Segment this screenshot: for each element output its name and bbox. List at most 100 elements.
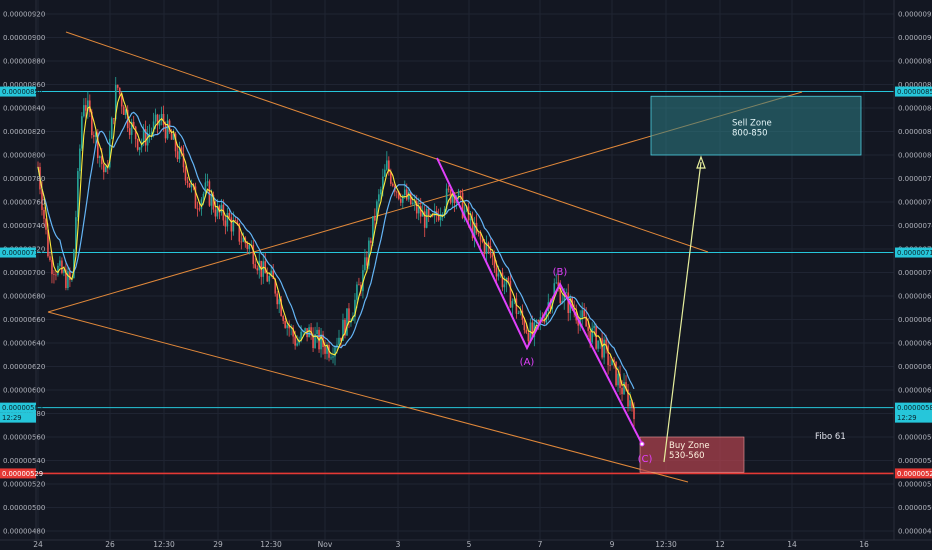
candle-body xyxy=(93,135,95,137)
y-tick-label-right: 0.00000680 xyxy=(898,293,932,301)
sell-zone-title: Sell Zone xyxy=(732,118,772,128)
candle-body xyxy=(603,339,605,358)
candle-body xyxy=(597,340,599,349)
candle-body xyxy=(122,106,125,115)
candle-body xyxy=(87,100,89,111)
candle-body xyxy=(403,189,406,196)
x-tick-label: 12 xyxy=(715,540,725,549)
candle-body xyxy=(81,116,83,149)
candle-body xyxy=(437,215,440,221)
candle-body xyxy=(270,270,273,277)
y-tick-label-right: 0.00000760 xyxy=(898,199,932,207)
x-tick-label: 7 xyxy=(538,540,543,549)
x-tick-label: 16 xyxy=(859,540,869,549)
projection-arrow-head xyxy=(696,155,706,169)
candle-body xyxy=(633,407,635,420)
price-marker-right-label: 0.00000529 xyxy=(897,470,932,478)
candle-body xyxy=(166,120,169,139)
ma-slow-line xyxy=(37,111,635,390)
candle-body xyxy=(565,292,568,294)
y-tick-label-left: 0.00000480 xyxy=(3,528,45,536)
candle-body xyxy=(342,319,344,341)
candle-body xyxy=(206,181,209,183)
y-tick-label-left: 0.00000540 xyxy=(3,457,45,465)
candle-body xyxy=(415,201,418,214)
candle-body xyxy=(527,332,530,342)
candle-body xyxy=(509,280,512,308)
candle-body xyxy=(49,256,51,261)
candle-body xyxy=(294,336,296,346)
candle-body xyxy=(284,320,286,328)
price-marker-left xyxy=(0,247,36,258)
buy-zone-range: 530-560 xyxy=(669,451,705,461)
y-tick-label-right: 0.00000780 xyxy=(898,175,932,183)
candle-body xyxy=(553,283,556,298)
candle-body xyxy=(473,222,476,239)
wave-path xyxy=(436,157,643,445)
candle-body xyxy=(248,244,251,249)
candle-body xyxy=(384,169,386,177)
price-marker-right-time: 12:29 xyxy=(897,414,917,422)
candle-body xyxy=(146,134,149,146)
candle-body xyxy=(457,190,460,199)
grid xyxy=(36,0,894,540)
candle-body xyxy=(607,345,609,366)
candle-body xyxy=(124,109,127,115)
candle-body xyxy=(517,313,520,314)
candle-body xyxy=(567,292,570,313)
price-marker-left-label: 0.00000717 xyxy=(2,249,43,257)
x-tick-label: 12:30 xyxy=(260,540,282,549)
y-tick-label-right: 0.00000700 xyxy=(898,269,932,277)
candle-body xyxy=(276,293,278,305)
candle-body xyxy=(200,199,203,209)
y-tick-label-left: 0.00000700 xyxy=(3,269,45,277)
candle-body xyxy=(196,208,199,210)
candle-body xyxy=(525,330,528,333)
candle-body xyxy=(447,188,450,190)
candle-body xyxy=(95,132,97,137)
y-tick-label-right: 0.00000900 xyxy=(898,34,932,42)
candle-body xyxy=(443,209,446,215)
candle-body xyxy=(150,132,153,134)
candle-body xyxy=(352,317,354,321)
candle-body xyxy=(300,331,302,341)
candle-body xyxy=(390,172,392,184)
candle-body xyxy=(108,138,111,168)
buy-zone-title: Buy Zone xyxy=(669,441,710,451)
candle-body xyxy=(334,347,336,357)
candle-body xyxy=(615,361,617,386)
candle-body xyxy=(184,167,187,181)
candle-body xyxy=(212,194,215,210)
candle-body xyxy=(194,186,197,209)
candle-body xyxy=(47,229,49,257)
x-tick-label: 26 xyxy=(105,540,115,549)
candle-body xyxy=(176,151,179,160)
candle-body xyxy=(587,326,589,331)
candle-body xyxy=(104,166,107,173)
y-tick-label-left: 0.00000740 xyxy=(3,222,45,230)
candle-body xyxy=(59,260,61,266)
candle-body xyxy=(495,267,498,277)
trend-lines xyxy=(36,31,894,483)
candle-body xyxy=(128,128,131,135)
candle-body xyxy=(246,243,249,249)
candle-body xyxy=(162,113,165,125)
candle-body xyxy=(110,118,113,139)
candle-body xyxy=(431,214,434,217)
candle-body xyxy=(557,282,560,286)
candle-body xyxy=(348,308,350,323)
candle-body xyxy=(326,345,328,354)
candle-body xyxy=(356,284,358,300)
candle-body xyxy=(627,389,629,407)
candle-body xyxy=(581,310,583,318)
candle-body xyxy=(296,343,298,346)
y-tick-label-right: 0.00000500 xyxy=(898,504,932,512)
candle-body xyxy=(89,100,91,112)
candle-body xyxy=(453,194,456,204)
channel-lower-line xyxy=(47,311,689,483)
candle-body xyxy=(230,217,233,232)
price-marker-right-label: 0.00000717 xyxy=(897,249,932,257)
